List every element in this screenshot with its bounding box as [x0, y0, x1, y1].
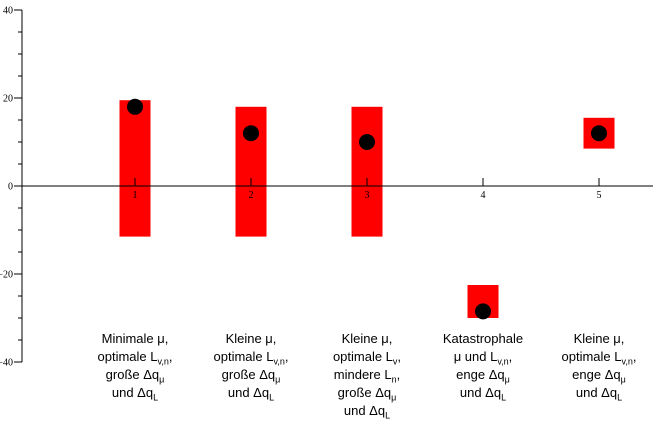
x-tick-label: 5 [597, 190, 602, 201]
x-tick-label: 3 [365, 190, 370, 201]
y-tick-label: 40 [3, 6, 13, 17]
median-point-1 [127, 98, 143, 115]
range-bar-3 [351, 106, 383, 237]
median-point-3 [359, 134, 375, 150]
x-tick-label: 2 [249, 190, 254, 201]
x-tick-label: 4 [481, 190, 486, 201]
y-tick-label: −40 [0, 358, 13, 369]
range-bar-1 [119, 100, 151, 237]
median-point-5 [591, 125, 607, 142]
y-tick-label: 20 [3, 94, 13, 105]
median-point-2 [243, 125, 259, 142]
y-tick-label: 0 [8, 182, 13, 193]
median-point-4 [475, 303, 491, 320]
y-tick-label: −20 [0, 270, 13, 281]
x-tick-label: 1 [133, 190, 138, 201]
